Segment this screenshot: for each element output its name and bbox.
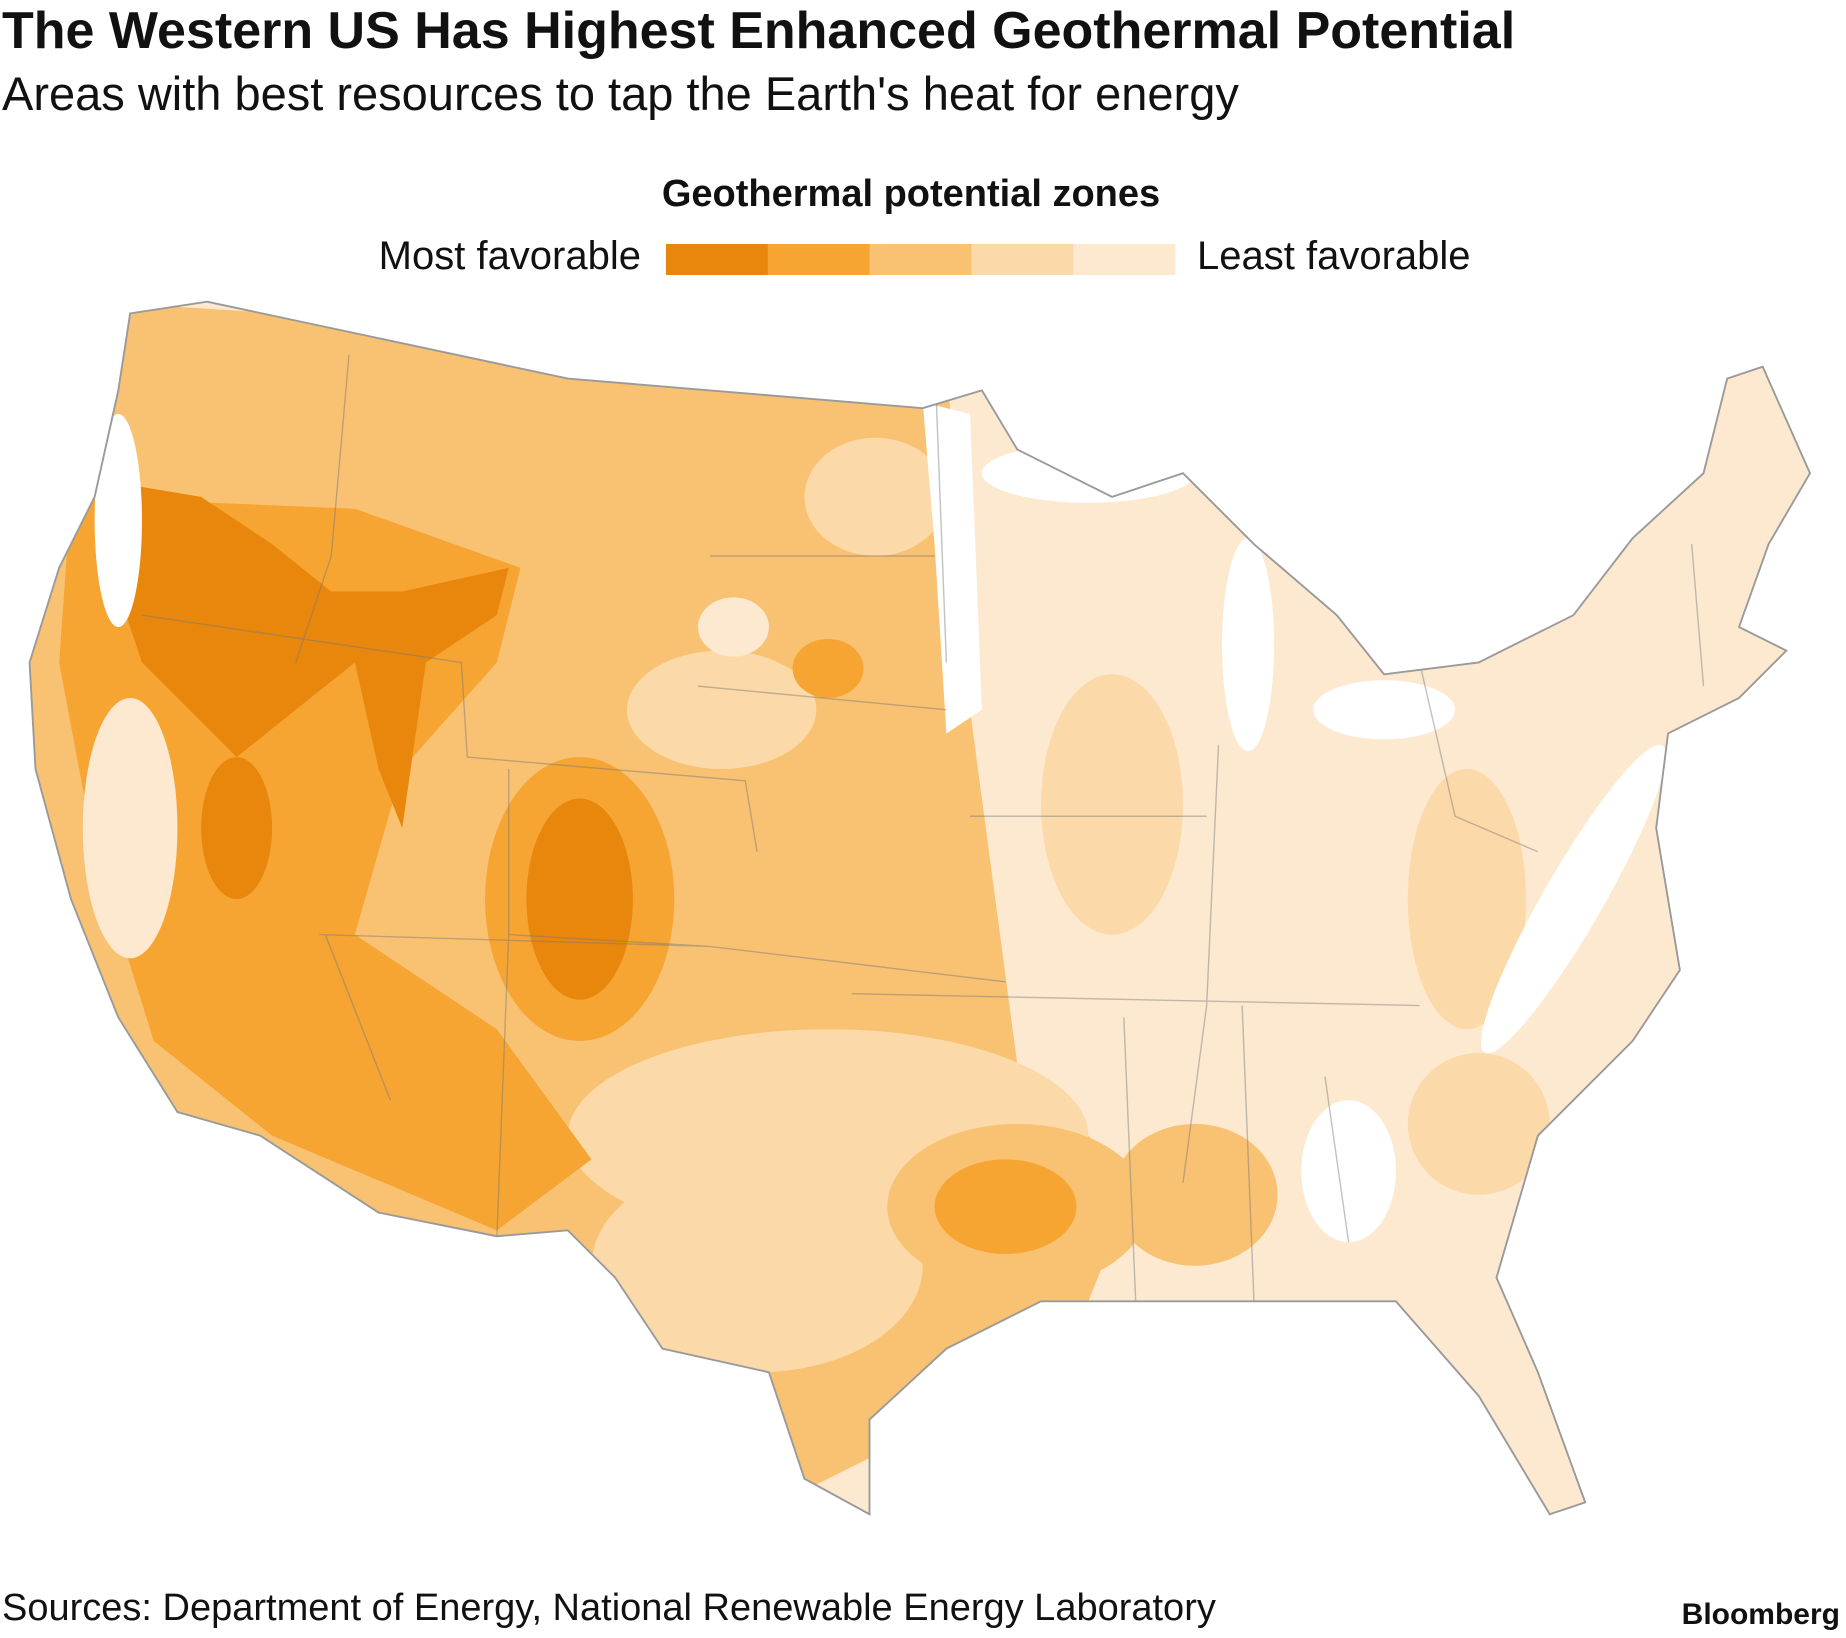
zone-area — [934, 1159, 1077, 1254]
legend-scale — [666, 244, 1176, 275]
lake — [1313, 680, 1456, 740]
legend-high-label: Least favorable — [1197, 234, 1471, 278]
zone-area — [792, 638, 864, 698]
zone-area — [804, 437, 947, 557]
zone-area — [1407, 768, 1527, 1030]
zone-area — [1112, 1123, 1278, 1266]
subtitle: Areas with best resources to tap the Ear… — [2, 67, 1239, 120]
lake — [1222, 538, 1275, 752]
zone-area — [526, 798, 633, 1000]
brand: Bloomberg — [1682, 1598, 1840, 1631]
low-area — [94, 414, 142, 627]
legend-swatch — [1073, 244, 1176, 275]
us-map — [28, 300, 1811, 1516]
legend-low-label: Most favorable — [379, 234, 641, 278]
zone-area — [201, 757, 273, 900]
legend-swatch — [666, 244, 769, 275]
low-area — [922, 402, 982, 734]
legend-swatch — [767, 244, 871, 275]
legend-title: Geothermal potential zones — [662, 173, 1160, 215]
legend-swatch — [869, 244, 972, 275]
zone-area — [82, 697, 178, 959]
zone-area — [118, 485, 509, 829]
zone-area — [697, 597, 769, 657]
low-area — [1301, 1100, 1396, 1243]
zone-area — [626, 650, 817, 769]
zone-area — [1041, 674, 1183, 935]
legend-swatch — [971, 244, 1074, 275]
zone-area — [591, 1159, 923, 1373]
title: The Western US Has Highest Enhanced Geot… — [2, 2, 1515, 60]
source: Sources: Department of Energy, National … — [2, 1587, 1216, 1629]
zone-area — [1407, 1052, 1550, 1195]
lake — [981, 443, 1195, 503]
low-area — [1481, 744, 1666, 1054]
